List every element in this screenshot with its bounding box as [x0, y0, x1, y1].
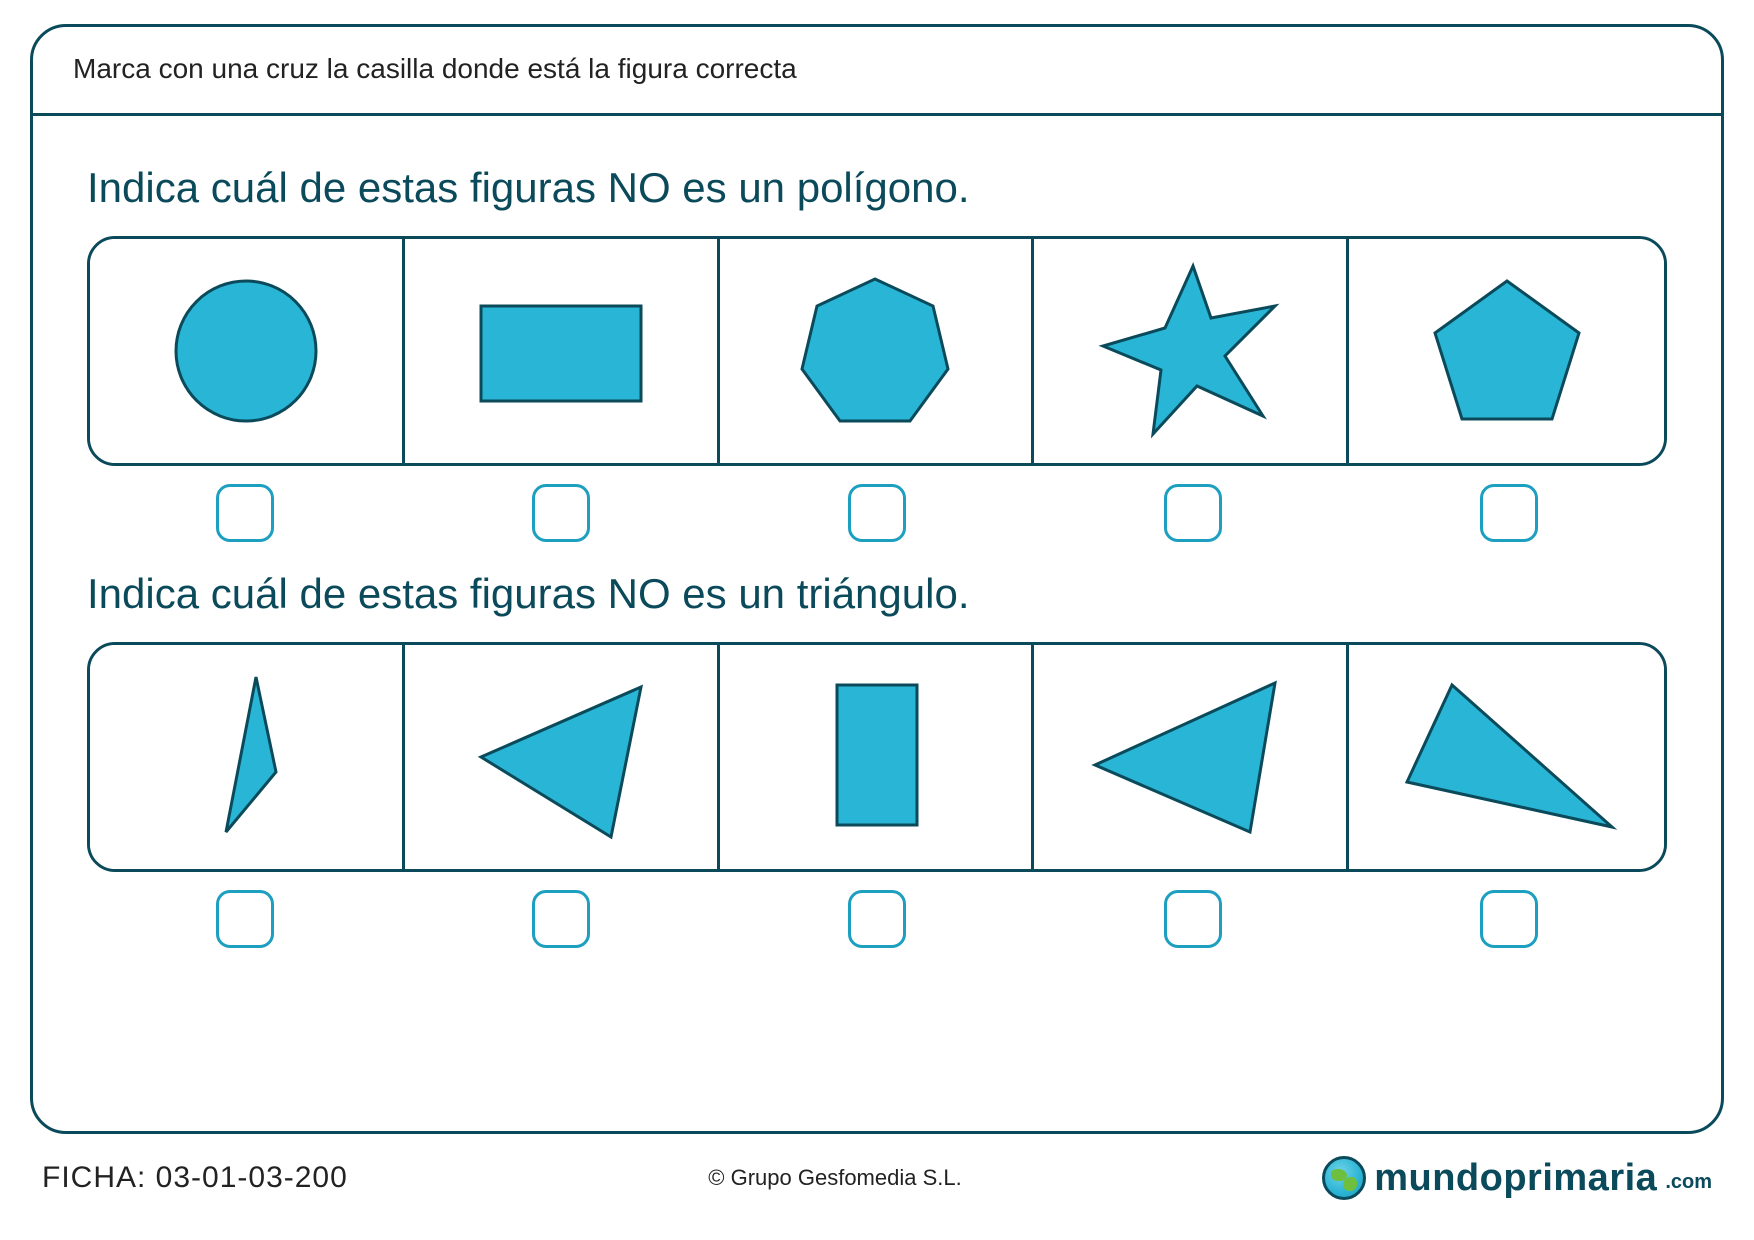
checkbox-q1-2[interactable] [532, 484, 590, 542]
shape-cell-tall-rectangle [720, 645, 1035, 869]
shape-cell-circle [90, 239, 405, 463]
checkbox-q1-5[interactable] [1480, 484, 1538, 542]
brand: mundoprimaria .com [1322, 1156, 1712, 1200]
worksheet-page: Marca con una cruz la casilla donde está… [0, 0, 1754, 1240]
checkbox-row-2 [87, 890, 1667, 948]
copyright-text: © Grupo Gesfomedia S.L. [708, 1165, 961, 1191]
shape-cell-long-triangle [1349, 645, 1664, 869]
shape-cell-star [1034, 239, 1349, 463]
star-icon [1085, 256, 1295, 446]
footer: FICHA: 03-01-03-200 © Grupo Gesfomedia S… [30, 1134, 1724, 1200]
content-area: Indica cuál de estas figuras NO es un po… [33, 116, 1721, 958]
question-2 [87, 642, 1667, 948]
globe-icon [1322, 1156, 1366, 1200]
shapes-row-2 [87, 642, 1667, 872]
shape-cell-left-triangle [405, 645, 720, 869]
checkbox-q2-2[interactable] [532, 890, 590, 948]
brand-suffix: .com [1665, 1171, 1712, 1194]
instruction-text: Marca con una cruz la casilla donde está… [73, 53, 797, 84]
ficha-label: FICHA: 03-01-03-200 [42, 1161, 348, 1195]
checkbox-q1-4[interactable] [1164, 484, 1222, 542]
checkbox-q1-1[interactable] [216, 484, 274, 542]
shape-cell-pentagon [1349, 239, 1664, 463]
shape-cell-thin-triangle [90, 645, 405, 869]
shape-cell-heptagon [720, 239, 1035, 463]
question-2-prompt: Indica cuál de estas figuras NO es un tr… [87, 570, 1667, 618]
checkbox-q2-5[interactable] [1480, 890, 1538, 948]
shapes-row-1 [87, 236, 1667, 466]
question-1-prompt: Indica cuál de estas figuras NO es un po… [87, 164, 1667, 212]
checkbox-q2-3[interactable] [848, 890, 906, 948]
irregular-triangle-icon [1075, 657, 1305, 857]
checkbox-row-1 [87, 484, 1667, 542]
pentagon-icon [1407, 261, 1607, 441]
shape-cell-rectangle [405, 239, 720, 463]
heptagon-icon [775, 261, 975, 441]
instruction-bar: Marca con una cruz la casilla donde está… [33, 27, 1721, 116]
shape-cell-irregular-triangle [1034, 645, 1349, 869]
brand-name: mundoprimaria [1374, 1157, 1657, 1200]
circle-icon [146, 261, 346, 441]
rectangle-icon [451, 261, 671, 441]
question-1 [87, 236, 1667, 542]
thin-triangle-icon [146, 657, 346, 857]
checkbox-q2-1[interactable] [216, 890, 274, 948]
main-frame: Marca con una cruz la casilla donde está… [30, 24, 1724, 1134]
checkbox-q1-3[interactable] [848, 484, 906, 542]
checkbox-q2-4[interactable] [1164, 890, 1222, 948]
tall-rectangle-icon [775, 657, 975, 857]
left-triangle-icon [451, 657, 671, 857]
long-triangle-icon [1387, 657, 1627, 857]
